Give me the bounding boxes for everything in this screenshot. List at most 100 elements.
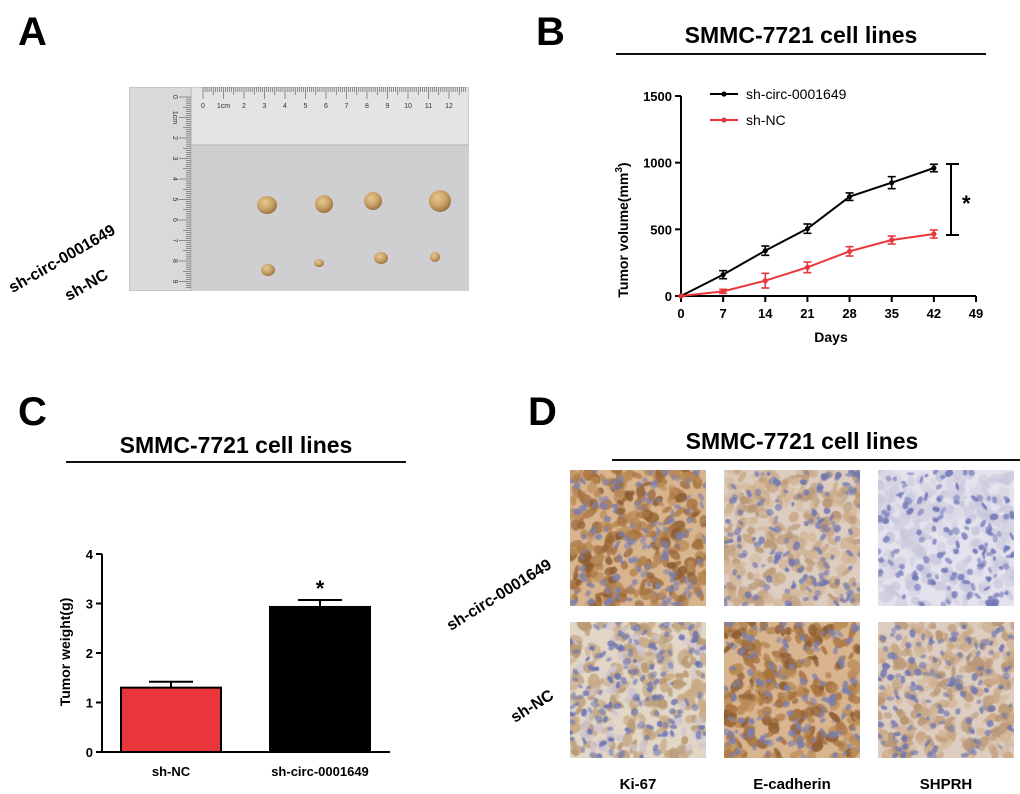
ihc-image-treated-ecadherin <box>724 470 860 606</box>
tumor-weight-bars: sh-NC sh-circ-0001649 * <box>120 576 371 779</box>
y-tick-label: 3 <box>86 597 93 612</box>
legend-label: sh-circ-0001649 <box>746 86 847 102</box>
data-point <box>720 272 726 278</box>
ruler-left-labels: 0 1cm 2 3 4 5 6 7 8 9 <box>171 95 178 284</box>
tumor-sample <box>314 259 324 267</box>
panel-b-letter: B <box>536 10 565 54</box>
data-point <box>889 237 895 243</box>
x-tick-label: 14 <box>758 306 773 321</box>
ruler-number: 4 <box>283 103 287 110</box>
ruler-number: 0 <box>171 95 178 99</box>
tumor-volume-axes: 0 500 1000 1500 0 7 14 21 28 35 42 49 <box>643 89 983 321</box>
ruler-number: 3 <box>263 103 267 110</box>
y-tick-label: 2 <box>86 646 93 661</box>
ruler-number: 7 <box>171 239 178 243</box>
ruler-left-ticks <box>179 96 191 288</box>
x-tick-label: 21 <box>800 306 814 321</box>
panel-a-row-label-control: sh-NC <box>62 266 112 305</box>
ihc-image-treated-shprh <box>878 470 1014 606</box>
y-tick-label: 500 <box>650 222 672 237</box>
ruler-top-ticks <box>202 87 466 99</box>
y-axis-label: Tumor volume(mm3) <box>614 162 631 297</box>
x-tick-label: 28 <box>842 306 856 321</box>
ruler-number: 9 <box>171 280 178 284</box>
panel-c-title-rule <box>66 461 406 463</box>
ihc-image-control-shprh <box>878 622 1014 758</box>
data-point <box>889 180 895 186</box>
data-point <box>720 288 726 294</box>
ihc-column-ki67: Ki-67 <box>619 776 657 793</box>
x-tick-label: 49 <box>969 306 983 321</box>
data-point <box>846 194 853 200</box>
tumor-sample <box>364 192 382 210</box>
tumor-volume-legend: sh-circ-0001649 sh-NC <box>710 86 847 128</box>
data-point <box>678 293 684 299</box>
y-tick-label: 4 <box>86 547 94 562</box>
panel-d-title-rule <box>612 459 1020 461</box>
ruler-number: 9 <box>386 103 390 110</box>
tumor-sample <box>257 196 277 214</box>
ihc-image-treated-ki67 <box>570 470 706 606</box>
legend-marker <box>721 91 727 97</box>
ihc-image-control-ecadherin <box>724 622 860 758</box>
tumor-sample <box>374 252 388 264</box>
panel-d-letter: D <box>528 390 557 434</box>
legend-marker <box>721 117 727 123</box>
tumor-weight-chart: 0 1 2 3 4 sh-NC sh-circ-0001649 * Tumor weight… <box>57 547 390 779</box>
data-point <box>804 264 811 270</box>
ruler-number: 1cm <box>171 111 178 124</box>
data-point <box>846 248 853 254</box>
y-tick-label: 1000 <box>643 156 672 171</box>
significance-star: * <box>316 576 325 601</box>
panel-a-letter: A <box>18 10 47 54</box>
category-label: sh-NC <box>152 764 191 779</box>
panel-c-letter: C <box>18 390 47 434</box>
tumor-photo: 0 1cm 2 3 4 5 6 7 8 9 10 11 12 0 1cm 2 3 4 5 6 7 8 9 <box>129 87 469 291</box>
y-tick-label: 1 <box>86 696 93 711</box>
ruler-number: 7 <box>345 103 349 110</box>
y-tick-label: 1500 <box>643 89 672 104</box>
panel-d-row-label-control: sh-NC <box>508 687 557 727</box>
ruler-number: 6 <box>324 103 328 110</box>
ihc-column-shprh: SHPRH <box>919 776 973 793</box>
ruler-number: 5 <box>171 198 178 202</box>
x-tick-label: 42 <box>927 306 941 321</box>
ruler-number: 12 <box>445 103 453 110</box>
ruler-number: 10 <box>404 103 412 110</box>
category-label: sh-circ-0001649 <box>271 764 369 779</box>
tumor-volume-series <box>678 163 938 299</box>
panel-d-title: SMMC-7721 cell lines <box>685 428 919 454</box>
significance-star: * <box>962 191 971 216</box>
y-axis-label: Tumor weight(g) <box>57 598 73 707</box>
tumor-sample <box>315 195 333 213</box>
ruler-number: 11 <box>425 103 432 110</box>
data-point <box>931 231 937 237</box>
legend-label: sh-NC <box>746 112 786 128</box>
ruler-number: 2 <box>242 103 246 110</box>
tumor-sample <box>261 264 275 276</box>
panel-b-title-rule <box>616 53 986 55</box>
ruler-number: 1cm <box>217 103 230 110</box>
tumor-volume-chart: 0 500 1000 1500 0 7 14 21 28 35 42 49 sh-circ-00016… <box>614 86 983 345</box>
panel-c-title: SMMC-7721 cell lines <box>119 432 353 458</box>
x-axis-label: Days <box>814 329 848 345</box>
significance-bracket: * <box>946 163 971 236</box>
panel-b-title: SMMC-7721 cell lines <box>684 22 918 48</box>
bar-0 <box>120 686 222 753</box>
x-tick-label: 35 <box>884 306 898 321</box>
ruler-number: 6 <box>171 218 178 222</box>
data-point <box>804 226 811 232</box>
ruler-top <box>190 87 469 146</box>
tumor-sample <box>430 252 440 262</box>
bar-1 <box>269 605 371 753</box>
ihc-image-control-ki67 <box>570 622 706 758</box>
ruler-top-labels: 0 1cm 2 3 4 5 6 7 8 9 10 11 12 <box>201 103 453 110</box>
ruler-number: 3 <box>171 157 178 161</box>
ruler-number: 0 <box>201 103 205 110</box>
x-tick-label: 7 <box>720 306 727 321</box>
panel-d-row-label-treated: sh-circ-0001649 <box>444 556 555 635</box>
y-tick-label: 0 <box>86 745 93 760</box>
tumor-sample <box>429 190 451 212</box>
ruler-number: 4 <box>171 177 178 181</box>
data-point <box>762 278 768 284</box>
